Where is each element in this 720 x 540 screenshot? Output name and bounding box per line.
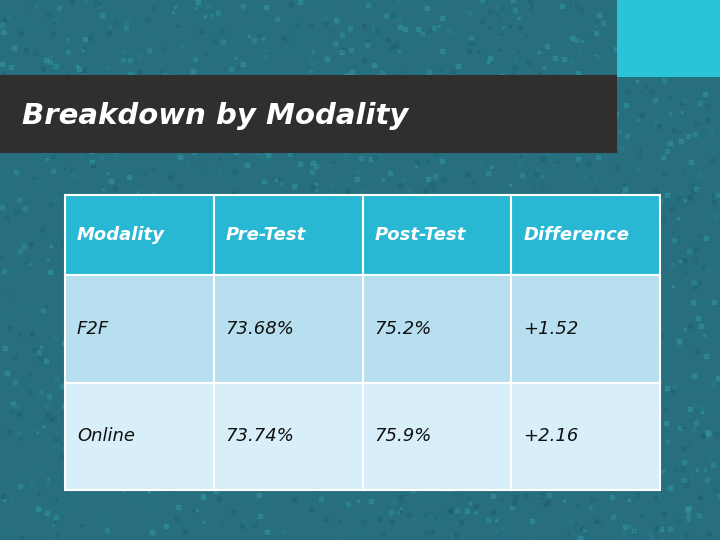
Text: +1.52: +1.52 <box>523 320 579 338</box>
Bar <box>362 382 511 490</box>
Text: 73.74%: 73.74% <box>225 427 294 446</box>
Bar <box>214 275 362 382</box>
Bar <box>214 382 362 490</box>
Text: Post-Test: Post-Test <box>374 226 466 244</box>
Text: +2.16: +2.16 <box>523 427 579 446</box>
Bar <box>0 75 617 153</box>
Bar <box>65 195 214 275</box>
Text: Pre-Test: Pre-Test <box>225 226 306 244</box>
Text: Difference: Difference <box>523 226 629 244</box>
Bar <box>214 195 362 275</box>
Text: Online: Online <box>77 427 135 446</box>
Text: 75.2%: 75.2% <box>374 320 432 338</box>
Text: Modality: Modality <box>77 226 165 244</box>
Text: Breakdown by Modality: Breakdown by Modality <box>22 102 408 130</box>
Bar <box>362 195 511 275</box>
Bar <box>65 275 214 382</box>
Text: 75.9%: 75.9% <box>374 427 432 446</box>
Text: 73.68%: 73.68% <box>225 320 294 338</box>
Bar <box>511 195 660 275</box>
Bar <box>617 0 720 77</box>
Bar <box>65 382 214 490</box>
Bar <box>362 275 511 382</box>
Bar <box>511 275 660 382</box>
Text: F2F: F2F <box>77 320 109 338</box>
Bar <box>511 382 660 490</box>
